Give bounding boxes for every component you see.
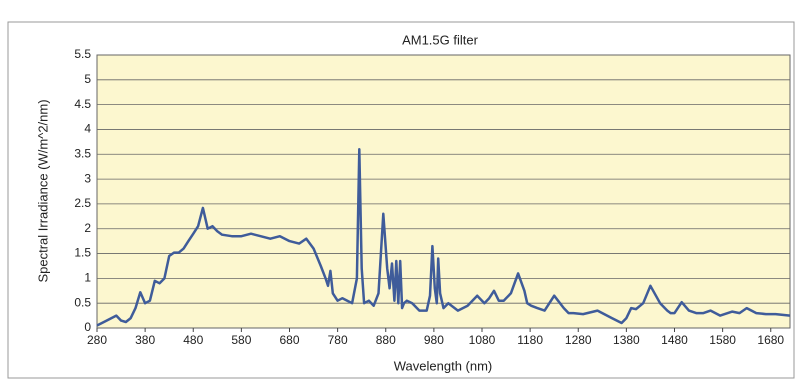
y-tick-label: 5 [84,72,91,86]
x-tick-label: 1580 [709,333,736,347]
x-tick-label: 1280 [565,333,592,347]
x-tick-label: 380 [135,333,155,347]
y-tick-label: 0.5 [74,295,91,309]
chart-title: AM1.5G filter [402,32,479,47]
y-axis-label: Spectral Irradiance (W/m^2/nm) [35,99,50,282]
y-tick-label: 3.5 [74,146,91,160]
x-tick-label: 1080 [469,333,496,347]
y-tick-label: 0 [84,320,91,334]
x-tick-label: 680 [279,333,299,347]
x-tick-label: 280 [87,333,107,347]
x-tick-label: 1380 [613,333,640,347]
y-tick-label: 1 [84,271,91,285]
x-tick-label: 880 [376,333,396,347]
y-tick-label: 4.5 [74,97,91,111]
y-tick-label: 2 [84,221,91,235]
x-tick-label: 1680 [757,333,784,347]
x-tick-label: 780 [328,333,348,347]
y-tick-label: 3 [84,171,91,185]
y-tick-label: 4 [84,122,91,136]
y-tick-label: 1.5 [74,246,91,260]
x-axis-label: Wavelength (nm) [394,358,493,373]
y-tick-label: 5.5 [74,47,91,61]
y-tick-label: 2.5 [74,196,91,210]
x-tick-label: 980 [424,333,444,347]
x-tick-label: 580 [231,333,251,347]
x-tick-label: 480 [183,333,203,347]
plot-background [96,54,791,329]
x-tick-label: 1480 [661,333,688,347]
x-tick-label: 1180 [517,333,543,347]
spectrum-line [96,148,791,327]
